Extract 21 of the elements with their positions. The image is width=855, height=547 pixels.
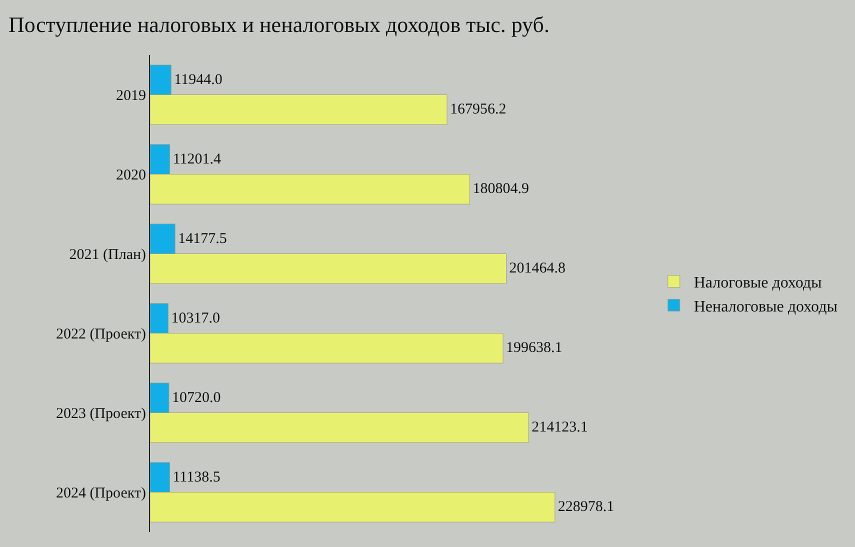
data-label: 228978.1	[558, 499, 614, 516]
y-tick-label: 2024 (Проект)	[56, 486, 146, 502]
data-label: 167956.2	[450, 102, 506, 118]
legend-label: Неналоговые доходы	[694, 298, 838, 316]
chart-title: Поступление налоговых и неналоговых доходов тыс. руб.	[8, 12, 550, 37]
legend-label: Налоговые доходы	[694, 274, 822, 292]
y-tick-label: 2021 (План)	[69, 247, 146, 263]
data-label: 214123.1	[532, 420, 588, 436]
data-label: 11944.0	[174, 72, 222, 88]
data-label: 14177.5	[178, 230, 227, 247]
data-label: 199638.1	[506, 340, 562, 356]
y-tick-label: 2020	[116, 168, 146, 184]
y-tick-label: 2023 (Проект)	[56, 406, 146, 422]
data-label: 10720.0	[172, 390, 221, 406]
y-tick-label: 2019	[116, 88, 146, 104]
data-label: 11201.4	[172, 151, 222, 168]
data-label: 180804.9	[472, 181, 529, 198]
y-tick-label: 2022 (Проект)	[56, 326, 146, 342]
data-label: 10317.0	[171, 310, 220, 326]
data-label: 201464.8	[509, 260, 566, 277]
data-label: 11138.5	[172, 469, 220, 486]
